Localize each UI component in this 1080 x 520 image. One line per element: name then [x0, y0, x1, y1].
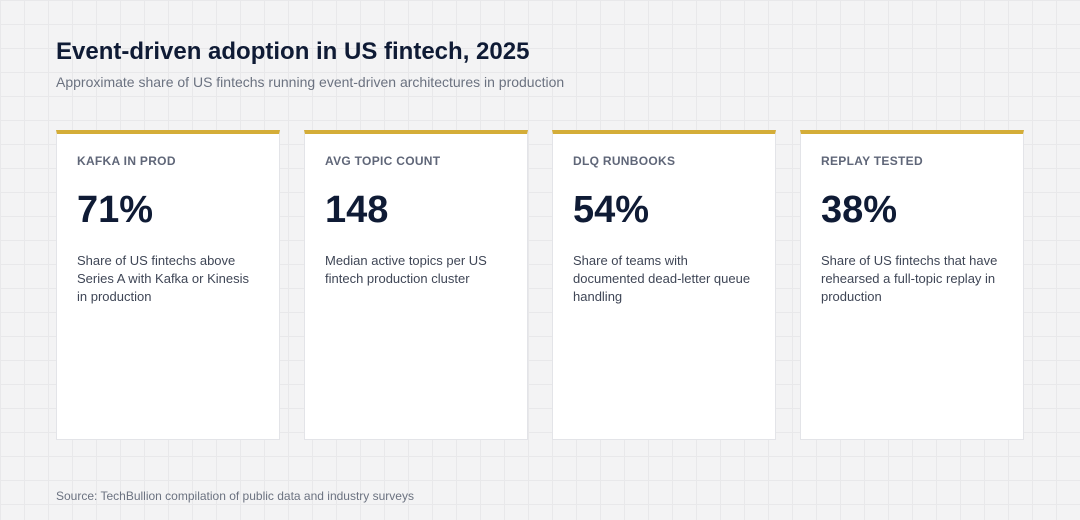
stat-card-description: Share of US fintechs above Series A with… — [77, 253, 249, 304]
stat-card-label: REPLAY TESTED — [821, 154, 923, 168]
stat-card-value: 54% — [573, 189, 650, 231]
stat-card-value: 38% — [821, 189, 898, 231]
page-subtitle: Approximate share of US fintechs running… — [56, 74, 565, 90]
stat-card-dlq-runbooks: DLQ RUNBOOKS 54% Share of teams with doc… — [552, 130, 776, 440]
stat-card-value: 71% — [77, 189, 154, 231]
stat-card-value: 148 — [325, 189, 389, 231]
stat-card-kafka-in-prod: KAFKA IN PROD 71% Share of US fintechs a… — [56, 130, 280, 440]
stat-card-description: Share of US fintechs that have rehearsed… — [821, 253, 998, 304]
page-title: Event-driven adoption in US fintech, 202… — [56, 38, 530, 65]
stat-card-label: KAFKA IN PROD — [77, 154, 176, 168]
stat-card-description: Share of teams with documented dead-lett… — [573, 253, 751, 304]
header: Event-driven adoption in US fintech, 202… — [56, 36, 564, 92]
stat-card-replay-tested: REPLAY TESTED 38% Share of US fintechs t… — [800, 130, 1024, 440]
source-note: Source: TechBullion compilation of publi… — [56, 489, 414, 503]
stat-cards: KAFKA IN PROD 71% Share of US fintechs a… — [56, 130, 1024, 440]
stat-card-label: AVG TOPIC COUNT — [325, 154, 441, 168]
stat-card-description: Median active topics per US fintech prod… — [325, 253, 487, 286]
stat-card-avg-topic-count: AVG TOPIC COUNT 148 Median active topics… — [304, 130, 528, 440]
stat-card-label: DLQ RUNBOOKS — [573, 154, 676, 168]
